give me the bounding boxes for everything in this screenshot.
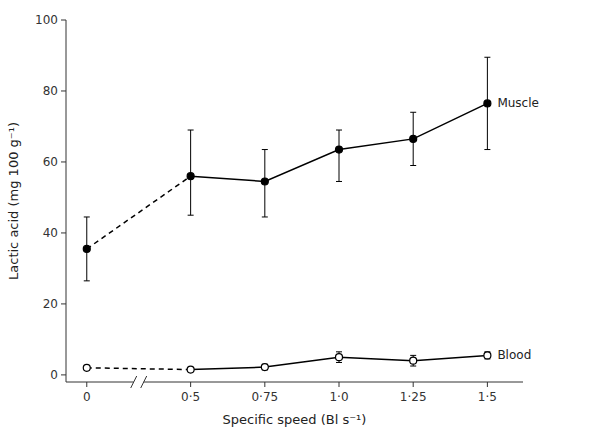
x-tick-label: 0·5 — [181, 390, 200, 404]
y-tick-label: 40 — [43, 226, 58, 240]
error-bar-cap — [484, 57, 490, 58]
error-bar — [336, 130, 342, 181]
point — [336, 354, 343, 361]
y-tick-label: 60 — [43, 155, 58, 169]
point — [261, 178, 268, 185]
error-bar — [262, 150, 268, 217]
y-tick — [61, 374, 66, 375]
x-tick — [413, 382, 414, 387]
error-bar — [262, 364, 268, 370]
y-axis-label: Lactic acid (mg 100 g⁻¹) — [6, 122, 21, 280]
error-bar — [410, 112, 416, 165]
error-bar-cap — [410, 366, 416, 367]
error-bar-cap — [188, 215, 194, 216]
x-tick-label: 0 — [83, 390, 91, 404]
error-bar — [484, 352, 490, 359]
y-tick — [61, 20, 66, 21]
x-tick — [190, 382, 191, 387]
point — [187, 173, 194, 180]
error-bar — [336, 352, 342, 363]
plot-area — [83, 57, 491, 373]
x-tick — [264, 382, 265, 387]
x-axis-line — [66, 382, 134, 383]
y-tick-label: 80 — [43, 84, 58, 98]
error-bar-stem — [339, 130, 340, 181]
error-bar-cap — [188, 130, 194, 131]
x-tick-label: 1·25 — [400, 390, 427, 404]
y-tick — [61, 90, 66, 91]
point — [83, 364, 90, 371]
x-tick-label: 1·0 — [329, 390, 348, 404]
x-axis-label: Specific speed (Bl s⁻¹) — [223, 412, 367, 427]
y-tick — [61, 232, 66, 233]
point — [410, 135, 417, 142]
x-tick-label: 1·5 — [478, 390, 497, 404]
y-tick-label: 100 — [35, 13, 58, 27]
error-bar — [484, 57, 490, 149]
y-tick — [61, 303, 66, 304]
error-bar — [84, 217, 90, 281]
x-tick — [86, 382, 87, 387]
y-tick-label: 0 — [50, 368, 58, 382]
x-tick-label: 0·75 — [251, 390, 278, 404]
error-bar-cap — [336, 181, 342, 182]
series-label: Blood — [497, 348, 531, 362]
error-bar — [410, 355, 416, 366]
error-bar-cap — [336, 130, 342, 131]
point — [484, 352, 491, 359]
x-tick — [487, 382, 488, 387]
point — [261, 364, 268, 371]
error-bar-cap — [262, 216, 268, 217]
error-bar-cap — [336, 351, 342, 352]
x-axis-line — [144, 382, 523, 383]
error-bar-cap — [410, 355, 416, 356]
series-line — [87, 176, 191, 249]
y-tick — [61, 161, 66, 162]
point — [410, 357, 417, 364]
axis-break — [131, 376, 137, 388]
error-bar — [188, 130, 194, 215]
x-tick — [339, 382, 340, 387]
error-bar-cap — [84, 216, 90, 217]
y-axis-line — [66, 20, 67, 382]
chart: 0 0·5 0·75 1·0 1·25 1·5 0 20 40 60 80 100 Specific s… — [0, 0, 601, 438]
point — [187, 366, 194, 373]
error-bar-cap — [484, 149, 490, 150]
axis-break — [141, 376, 147, 388]
point — [484, 100, 491, 107]
series-line — [87, 368, 191, 370]
y-tick-label: 20 — [43, 297, 58, 311]
series-line — [191, 103, 488, 181]
error-bar-cap — [84, 280, 90, 281]
error-bar-cap — [410, 165, 416, 166]
error-bar-cap — [262, 149, 268, 150]
point — [83, 245, 90, 252]
error-bar-cap — [336, 362, 342, 363]
point — [336, 146, 343, 153]
series-label: Muscle — [497, 96, 539, 110]
error-bar-cap — [410, 112, 416, 113]
